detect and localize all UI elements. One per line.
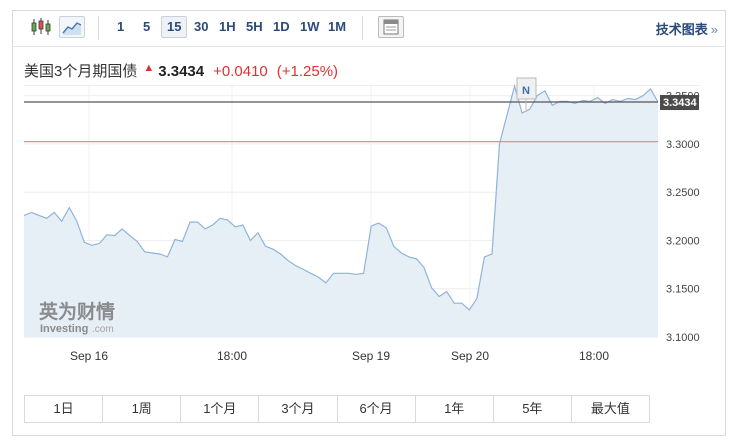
quote-divider <box>24 85 700 86</box>
timeframe-30[interactable]: 30 <box>194 19 209 34</box>
last-price: 3.3434 <box>158 63 205 80</box>
technical-chart-link[interactable]: 技术图表» <box>656 19 718 38</box>
price-area <box>24 86 658 337</box>
timeframe-1w[interactable]: 1W <box>300 19 320 34</box>
range-5y[interactable]: 5年 <box>494 396 572 422</box>
price-change-percent: (+1.25%) <box>276 63 339 80</box>
toolbar-divider <box>362 16 363 40</box>
y-tick-label: 3.2000 <box>666 235 700 247</box>
range-1m[interactable]: 1个月 <box>181 396 260 422</box>
instrument-name: 美国3个月期国债 <box>24 63 138 80</box>
quote-header: 美国3个月期国债 ▲ 3.3434 +0.0410 (+1.25%) <box>24 60 338 81</box>
timeframe-5h[interactable]: 5H <box>246 19 263 34</box>
toolbar-divider <box>98 16 99 40</box>
range-6m[interactable]: 6个月 <box>338 396 416 422</box>
range-1w[interactable]: 1周 <box>103 396 182 422</box>
news-flag-label: N <box>522 85 530 97</box>
investing-logo: 英为财情 Investing .com <box>39 300 115 335</box>
x-tick-label: Sep 19 <box>352 349 390 363</box>
range-1y[interactable]: 1年 <box>416 396 494 422</box>
range-1d[interactable]: 1日 <box>25 396 104 422</box>
timeframe-5[interactable]: 5 <box>143 19 151 34</box>
y-tick-label: 3.1000 <box>666 332 700 344</box>
timeframe-1h[interactable]: 1H <box>219 19 236 34</box>
double-chevron-right-icon: » <box>710 22 718 37</box>
timeframe-15[interactable]: 15 <box>161 16 188 38</box>
range-max[interactable]: 最大值 <box>590 401 630 416</box>
timeframe-1m[interactable]: 1M <box>328 19 347 34</box>
logo-text-cn: 英为财情 <box>39 300 115 323</box>
y-tick-label: 3.1500 <box>666 284 700 296</box>
candlestick-icon[interactable] <box>28 16 54 38</box>
logo-text-en: Investing <box>40 323 88 335</box>
toolbar-divider-line <box>12 46 726 47</box>
x-tick-label: Sep 20 <box>451 349 489 363</box>
logo-text-com: .com <box>92 324 114 335</box>
x-tick-label: 18:00 <box>579 349 609 363</box>
x-tick-label: Sep 16 <box>70 349 108 363</box>
price-change: +0.0410 <box>213 63 268 80</box>
x-tick-label: 18:00 <box>217 349 247 363</box>
range-selector: 1日 1周 1个月 3个月 6个月 1年 5年 最大值 <box>24 395 650 423</box>
y-tick-label: 3.2500 <box>666 187 700 199</box>
current-price-label: 3.3434 <box>663 97 698 109</box>
x-axis-ticks: Sep 16 18:00 Sep 19 Sep 20 18:00 <box>70 349 609 363</box>
technical-chart-label: 技术图表 <box>655 22 708 37</box>
y-tick-label: 3.3000 <box>666 139 700 151</box>
price-line <box>23 83 659 311</box>
toolbar: 1 5 15 30 1H 5H 1D 1W 1M 技术图表» <box>12 10 726 46</box>
current-price-tag: 3.3434 <box>660 95 699 111</box>
line-chart-icon[interactable] <box>59 16 85 38</box>
current-price-tag-bg <box>660 95 699 111</box>
news-flag[interactable]: N <box>516 77 537 110</box>
timeframe-1[interactable]: 1 <box>117 19 125 34</box>
up-arrow-icon: ▲ <box>143 62 155 74</box>
timeframe-1d[interactable]: 1D <box>273 19 290 34</box>
table-icon[interactable] <box>378 16 404 38</box>
range-3m[interactable]: 3个月 <box>259 396 338 422</box>
